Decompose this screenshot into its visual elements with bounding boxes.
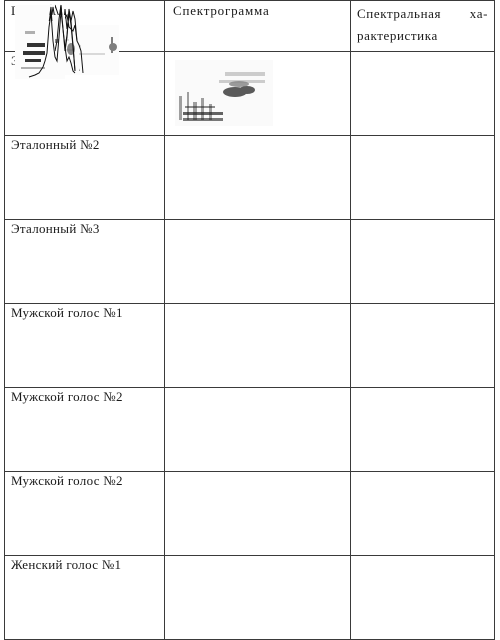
spectrogram-image [14,14,351,556]
voice-name: Мужской голос №1 [4,303,165,388]
table-row: Мужской голос №1 [4,4,495,388]
voice-name: Женский голос №1 [4,555,165,640]
spectrogram-image [14,4,351,388]
spectral-curve [24,4,495,472]
spectrogram-image [14,14,351,472]
voice-table: Голос Спектрограмма Спектральная ха-ракт… [4,0,495,640]
voice-name: Эталонный №2 [4,135,165,220]
voice-name: Эталонный №3 [4,219,165,304]
header-spectrogram: Спектрограмма [164,0,351,52]
table-row: Эталонный №2 [4,4,495,220]
voice-name: Мужской голос №2 [4,387,165,472]
table-row: Мужской голос №2 [4,4,495,472]
spectrogram-image [14,24,351,220]
spectral-curve [24,4,495,556]
table-row: Мужской голос №2 [4,4,495,556]
table-row: Женский голос №1 [4,10,495,640]
spectral-curve [18,8,495,136]
voice-name: Мужской голос №2 [4,471,165,556]
spectrogram-image [14,20,351,640]
table-row: Эталонный №3 [4,4,495,304]
spectrogram-image [14,14,351,304]
header-spectral: Спектральная ха-рактеристика [350,0,495,52]
spectral-curve [28,10,495,640]
spectrogram-image [164,51,351,136]
spectral-curve [18,6,495,388]
spectral-curve [16,4,495,304]
spectral-curve [18,4,495,220]
